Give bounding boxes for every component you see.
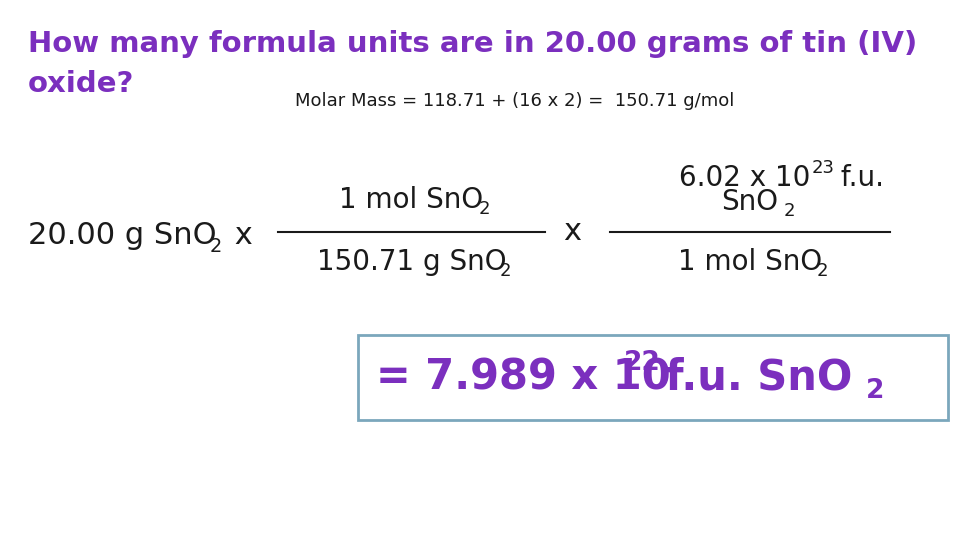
Text: 150.71 g SnO: 150.71 g SnO [317, 248, 506, 276]
Text: x: x [225, 220, 252, 249]
Text: 2: 2 [817, 262, 828, 280]
Text: SnO: SnO [722, 188, 779, 216]
Text: 20.00 g SnO: 20.00 g SnO [28, 220, 217, 249]
Text: 1 mol SnO: 1 mol SnO [678, 248, 822, 276]
Text: f.u. SnO: f.u. SnO [651, 356, 852, 399]
Text: 2: 2 [499, 262, 511, 280]
Text: 23: 23 [812, 159, 835, 177]
Text: How many formula units are in 20.00 grams of tin (IV): How many formula units are in 20.00 gram… [28, 30, 917, 58]
Text: 2: 2 [784, 202, 796, 220]
FancyBboxPatch shape [358, 335, 948, 420]
Text: = 7.989 x 10: = 7.989 x 10 [376, 356, 671, 399]
Text: oxide?: oxide? [28, 70, 134, 98]
Text: 22: 22 [624, 349, 660, 375]
Text: 2: 2 [866, 379, 884, 404]
Text: 2: 2 [478, 200, 490, 218]
Text: Molar Mass = 118.71 + (16 x 2) =  150.71 g/mol: Molar Mass = 118.71 + (16 x 2) = 150.71 … [295, 92, 734, 110]
Text: f.u.: f.u. [832, 164, 884, 192]
Text: x: x [563, 218, 581, 246]
Text: 2: 2 [210, 238, 223, 256]
Text: 1 mol SnO: 1 mol SnO [340, 186, 484, 214]
Text: 6.02 x 10: 6.02 x 10 [680, 164, 810, 192]
